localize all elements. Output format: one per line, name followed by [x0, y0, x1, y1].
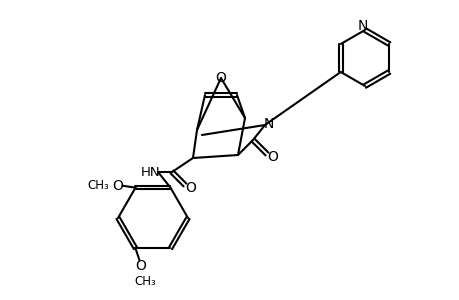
Text: HN: HN — [141, 166, 161, 178]
Text: CH₃: CH₃ — [87, 179, 109, 192]
Text: CH₃: CH₃ — [134, 275, 156, 288]
Text: N: N — [357, 19, 367, 33]
Text: O: O — [215, 71, 226, 85]
Text: N: N — [263, 117, 274, 131]
Text: O: O — [112, 179, 123, 193]
Text: O: O — [185, 181, 196, 195]
Text: O: O — [135, 259, 146, 273]
Text: O: O — [267, 150, 278, 164]
